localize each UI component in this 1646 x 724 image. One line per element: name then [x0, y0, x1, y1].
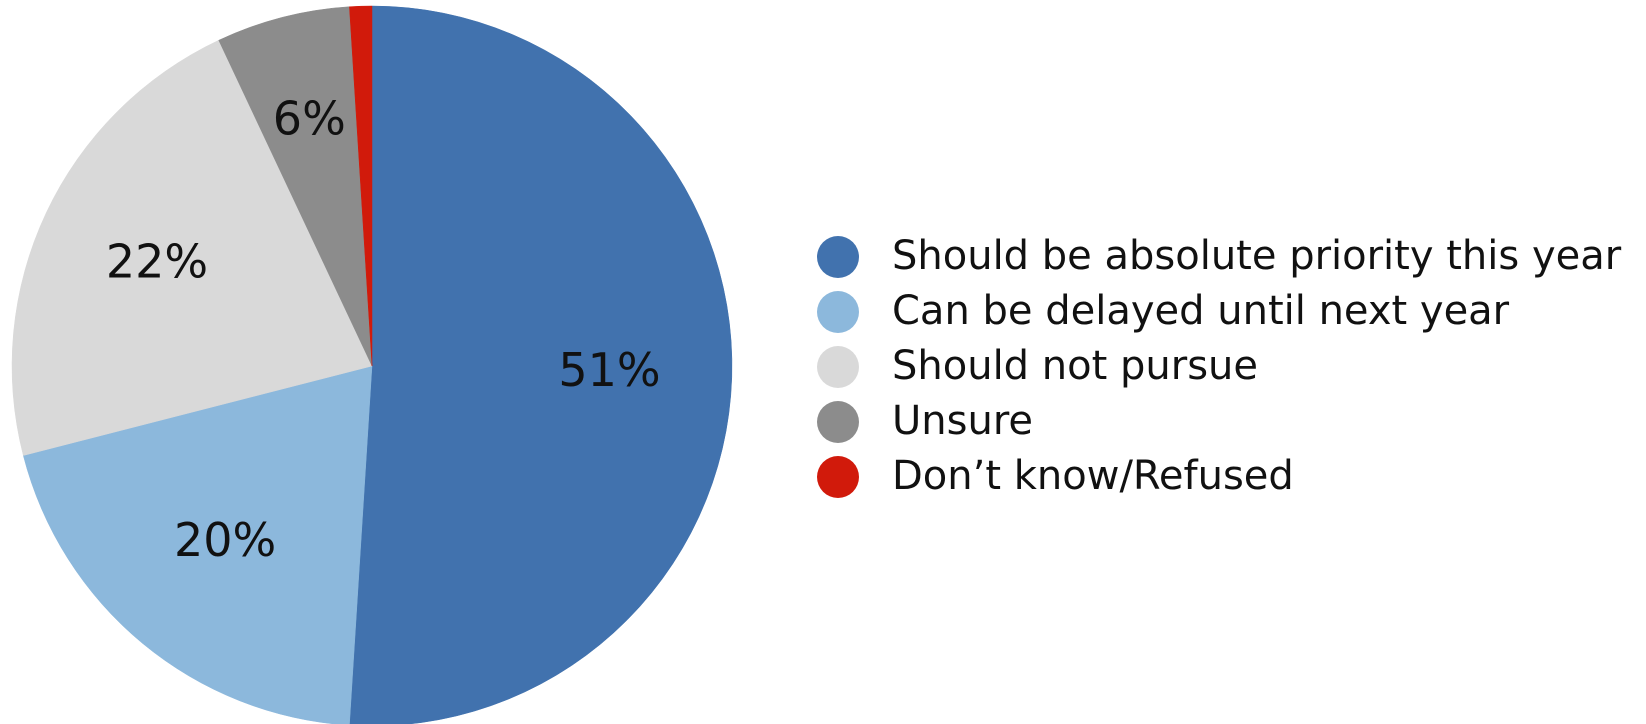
slice-value-label: 22% [106, 234, 208, 288]
legend-swatch [817, 236, 859, 278]
legend-swatch [817, 346, 859, 388]
legend-item-don-t-know-refused: Don’t know/Refused [817, 453, 1294, 499]
slice-value-label: 6% [273, 91, 346, 145]
legend-label: Can be delayed until next year [892, 288, 1510, 334]
legend-item-should-not-pursue: Should not pursue [817, 343, 1258, 389]
legend-item-can-be-delayed-until-next-year: Can be delayed until next year [817, 288, 1510, 334]
pie-slice-don-t-know-refused [349, 5, 373, 367]
pie-slice-should-not-pursue [11, 39, 373, 456]
slice-value-label: 20% [174, 513, 276, 567]
legend-swatch [817, 401, 859, 443]
pie-slices [11, 5, 733, 724]
legend-label: Don’t know/Refused [892, 453, 1294, 499]
legend-swatch [817, 291, 859, 333]
legend-swatch [817, 456, 859, 498]
legend-label: Should be absolute priority this year [892, 233, 1622, 279]
legend: Should be absolute priority this year Can… [817, 233, 1622, 499]
pie-slice-should-be-absolute-priority-this-year [349, 5, 733, 724]
pie-slice-unsure [218, 6, 373, 367]
pie-slice-can-be-delayed-until-next-year [23, 365, 373, 724]
legend-label: Unsure [892, 398, 1033, 444]
pie-slice-labels: 51% 20% 22% 6% [106, 91, 661, 567]
legend-item-should-be-absolute-priority-this-year: Should be absolute priority this year [817, 233, 1622, 279]
legend-item-unsure: Unsure [817, 398, 1033, 444]
legend-label: Should not pursue [892, 343, 1258, 389]
slice-value-label: 51% [558, 343, 660, 397]
